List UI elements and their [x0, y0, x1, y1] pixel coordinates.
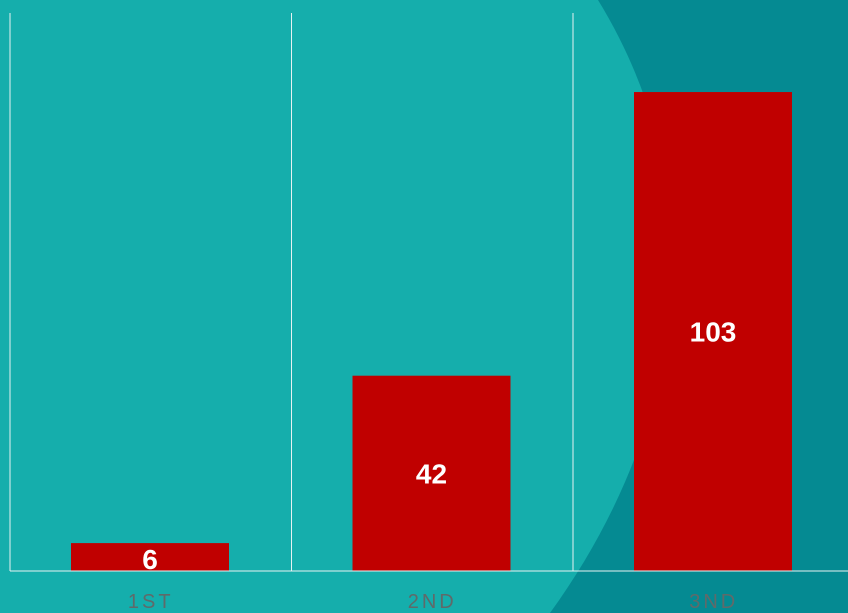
bar-value-label: 103	[690, 317, 737, 348]
bar-3nd	[634, 92, 792, 572]
bar-2nd	[352, 375, 511, 571]
x-axis-tick-labels: 1ST 2ND 3ND	[128, 591, 738, 613]
x-tick-label: 2ND	[408, 591, 457, 613]
bars: 6 42 103	[71, 92, 792, 575]
bar-value-label: 6	[142, 544, 158, 575]
bar-value-label: 42	[416, 458, 447, 489]
x-tick-label: 1ST	[128, 591, 174, 613]
x-tick-label: 3ND	[689, 591, 738, 613]
gridlines	[9, 13, 574, 571]
bar-1st	[71, 543, 229, 571]
